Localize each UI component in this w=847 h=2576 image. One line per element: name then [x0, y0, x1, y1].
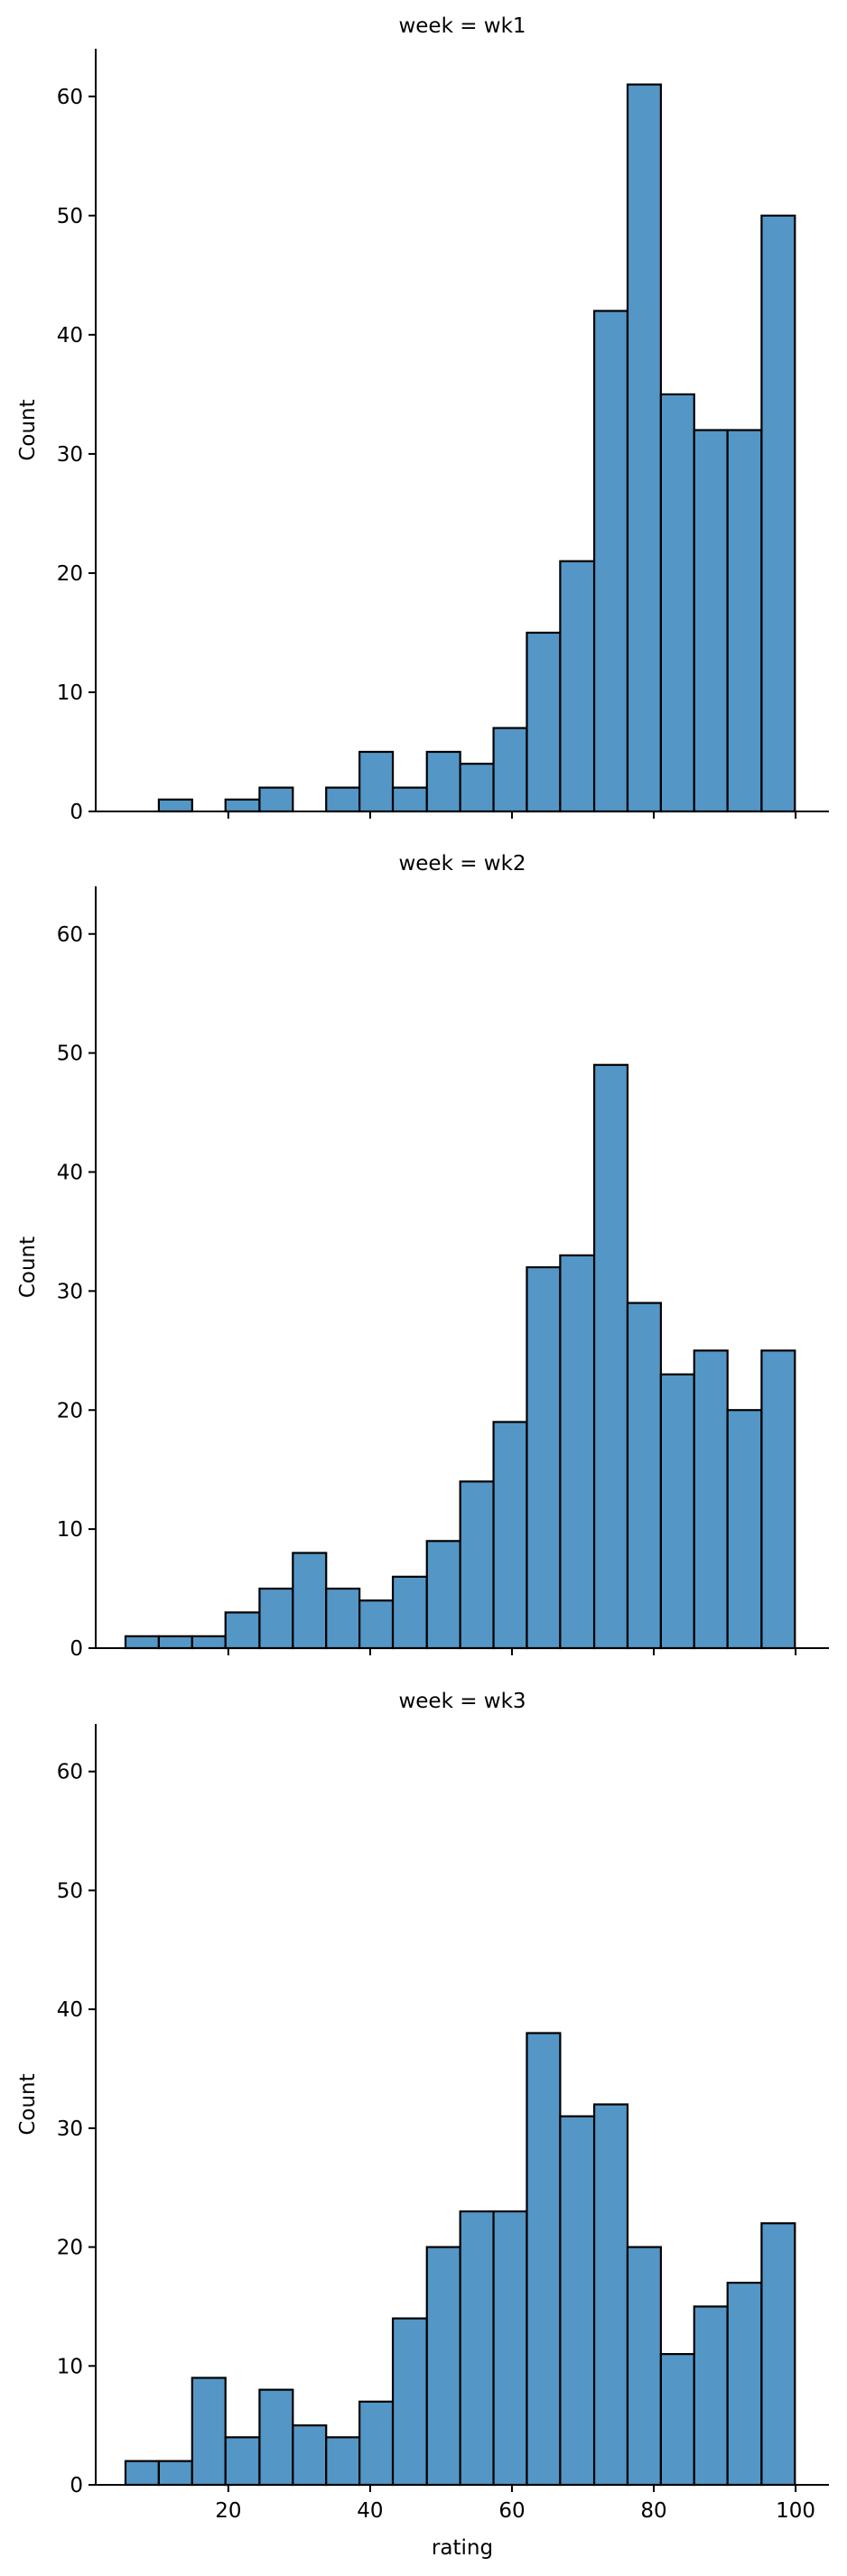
- histogram-bar: [760, 1349, 796, 1650]
- y-tick-label: 20: [57, 2237, 83, 2260]
- histogram-bar: [626, 83, 662, 813]
- histogram-bar: [526, 1265, 562, 1650]
- histogram-bar: [492, 727, 528, 813]
- histogram-bar: [492, 2210, 528, 2487]
- y-axis-label: Count: [16, 2073, 40, 2135]
- histogram-bar: [325, 1587, 361, 1650]
- histogram-bar: [726, 429, 763, 813]
- y-tick-label: 30: [57, 1280, 83, 1303]
- histogram-bar: [559, 1254, 596, 1650]
- histogram-bar: [425, 750, 461, 813]
- histogram-bar: [358, 1599, 395, 1650]
- histogram-bar: [258, 1587, 294, 1650]
- y-tick-label: 20: [57, 1399, 83, 1422]
- y-axis-label: Count: [16, 399, 40, 460]
- histogram-bar: [258, 786, 294, 813]
- y-tick-label: 10: [57, 1518, 83, 1542]
- histogram-bar: [693, 1349, 729, 1650]
- histogram-bar: [191, 1635, 227, 1650]
- histogram-bar: [626, 2246, 662, 2487]
- y-tick-label: 50: [57, 1042, 83, 1066]
- histogram-bar: [258, 2388, 294, 2487]
- histogram-bar: [325, 2436, 361, 2487]
- y-tick-label: 50: [57, 205, 83, 228]
- histogram-bar: [292, 2424, 328, 2487]
- histogram-bar: [358, 2400, 395, 2487]
- histogram-bar: [659, 393, 695, 813]
- histogram-bar: [224, 1611, 261, 1650]
- histogram-bar: [726, 2281, 763, 2487]
- histogram-bar: [391, 786, 428, 813]
- y-tick-label: 0: [70, 1637, 83, 1661]
- histogram-bar: [425, 2246, 461, 2487]
- histogram-bar: [459, 2210, 495, 2487]
- x-axis-label: rating: [432, 2536, 493, 2560]
- histogram-bar: [559, 2115, 596, 2487]
- histogram-bar: [693, 2305, 729, 2487]
- histogram-bar: [659, 2353, 695, 2487]
- y-axis-label: Count: [16, 1237, 40, 1298]
- histogram-bar: [391, 2317, 428, 2487]
- y-tick-label: 10: [57, 681, 83, 705]
- y-tick-label: 60: [57, 1761, 83, 1784]
- x-tick-label: 60: [498, 2499, 525, 2523]
- histogram-bar: [124, 1635, 160, 1650]
- histogram-bar: [626, 1302, 662, 1650]
- facet-title: week = wk2: [398, 852, 526, 876]
- histogram-bar: [559, 560, 596, 813]
- y-tick-label: 0: [70, 801, 83, 824]
- y-tick-label: 30: [57, 2117, 83, 2141]
- histogram-bar: [459, 763, 495, 813]
- x-tick-label: 40: [357, 2499, 383, 2523]
- x-tick-label: 100: [776, 2499, 815, 2523]
- histogram-bar: [693, 429, 729, 813]
- histogram-bar: [224, 798, 261, 813]
- facet-panel-3: week = wk3 0 10 20 30 40 50 60 20 40 60 80 100 Count r…: [16, 1690, 829, 2560]
- histogram-bar: [592, 2103, 629, 2487]
- histogram-bar: [760, 214, 796, 813]
- y-tick-label: 20: [57, 562, 83, 586]
- histogram-bar: [592, 310, 629, 813]
- histogram-bar: [492, 1421, 528, 1650]
- histogram-bar: [157, 2460, 193, 2487]
- y-tick-label: 60: [57, 923, 83, 947]
- histogram-bar: [425, 1540, 461, 1650]
- histogram-bar: [459, 1480, 495, 1650]
- histogram-bar: [358, 750, 395, 813]
- histogram-bar: [659, 1373, 695, 1650]
- histogram-bar: [292, 1552, 328, 1650]
- y-tick-label: 0: [70, 2474, 83, 2497]
- y-tick-label: 40: [57, 324, 83, 347]
- histogram-bar: [526, 2032, 562, 2487]
- histogram-bar: [157, 798, 193, 813]
- y-tick-label: 30: [57, 443, 83, 467]
- histogram-bar: [224, 2436, 261, 2487]
- y-tick-label: 10: [57, 2355, 83, 2378]
- x-tick-label: 80: [640, 2499, 666, 2523]
- histogram-bar: [760, 2222, 796, 2487]
- histogram-bar: [157, 1635, 193, 1650]
- histogram-bar: [325, 786, 361, 813]
- histogram-bar: [124, 2460, 160, 2487]
- y-tick-label: 40: [57, 1998, 83, 2022]
- histogram-bar: [726, 1409, 763, 1650]
- histogram-bar: [526, 631, 562, 813]
- histogram-bar: [592, 1063, 629, 1650]
- x-tick-label: 20: [215, 2499, 241, 2523]
- histogram-bar: [191, 2377, 227, 2487]
- y-tick-label: 60: [57, 86, 83, 109]
- y-tick-label: 40: [57, 1162, 83, 1185]
- y-tick-label: 50: [57, 1879, 83, 1903]
- histogram-bar: [391, 1575, 428, 1650]
- facet-title: week = wk1: [398, 14, 526, 38]
- facet-panel-2: week = wk2 0 10 20 30 40 50 60 Count: [16, 852, 829, 1661]
- facet-panel-1: week = wk1 0 10 20 30 40 50 60 Count: [16, 14, 829, 824]
- facet-title: week = wk3: [398, 1690, 526, 1713]
